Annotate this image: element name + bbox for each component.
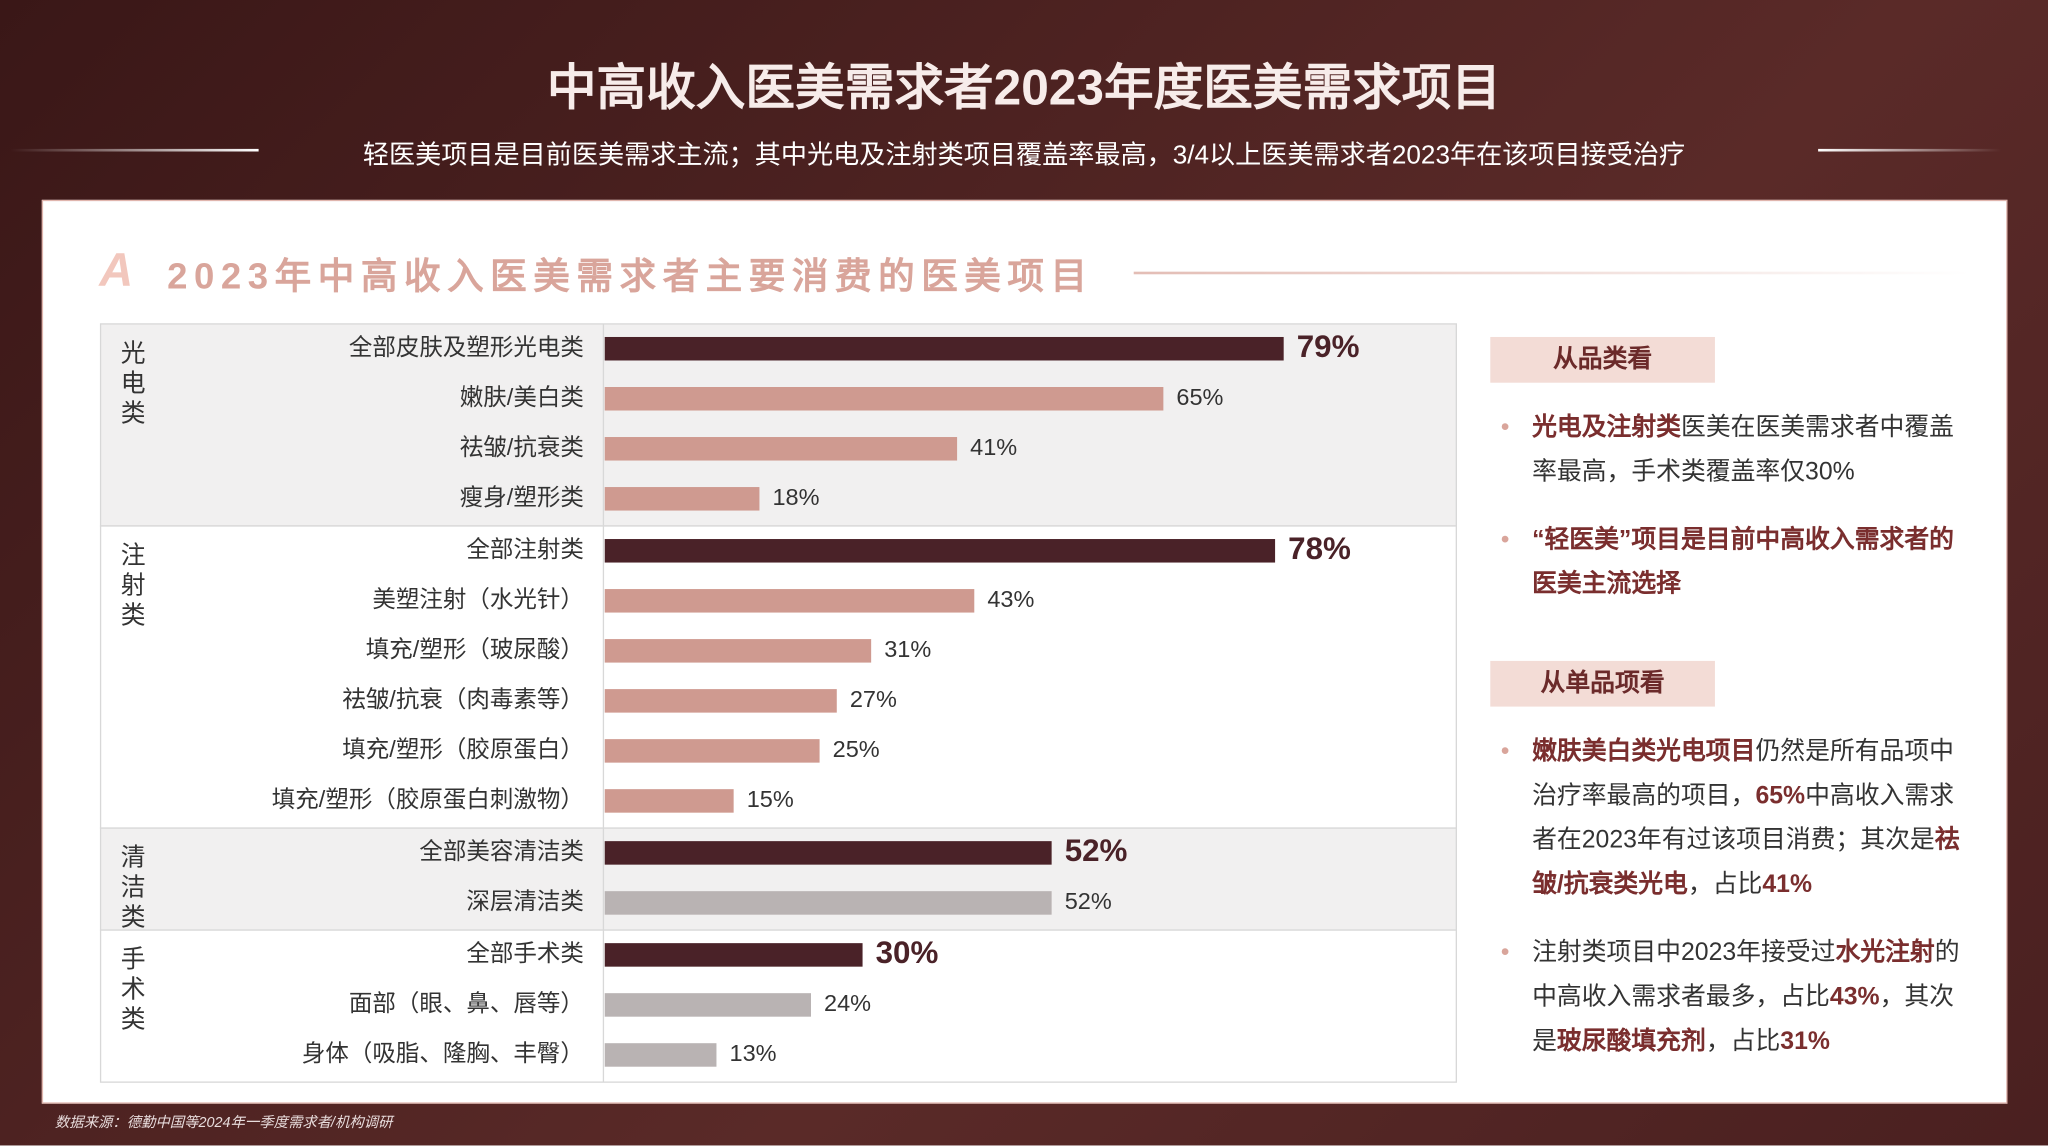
value-label: 41% [970,434,1017,460]
value-label: 78% [1288,531,1351,566]
title: 中高收入医美需求者2023年度医美需求项目 [546,61,1502,117]
bullet-text: 仍然是所有品项中治疗率最高的项目， [1532,737,1954,810]
value-label: 27% [850,686,897,712]
section-icon: A [99,242,134,297]
rule [10,148,259,152]
source: 数据来源：德勤中国等2024年一季度需求者/机构调研 [54,1115,393,1132]
bullet: “轻医美”项目是目前中高收入需求者的医美主流选择 [1501,519,1960,608]
category-label: 美塑注射（水光针） [372,586,583,612]
group-label: 清洁类 [117,844,145,934]
bar [604,1043,717,1067]
bullet-text: 65% [1755,782,1806,810]
value-label: 30% [876,935,939,970]
bullet-text: 43% [1829,983,1880,1011]
subtitle: 轻医美项目是目前医美需求主流；其中光电及注射类项目覆盖率最高，3/4以上医美需求… [362,141,1686,170]
bullet-text: 中高收入需求者在2023年有过该项目消费；其次是 [1532,782,1955,855]
value-label: 15% [747,786,794,812]
bullet-text: 41% [1762,871,1813,899]
note-heading: 从单品项看 [1490,660,1715,707]
category-label: 填充/塑形（玻尿酸） [366,636,584,662]
category-label: 祛皱/抗衰类 [460,434,584,460]
bar [604,437,958,461]
bullet-text: 光电及注射类 [1532,414,1681,442]
bar [604,689,837,713]
category-label: 全部注射类 [466,536,584,562]
section-title: 2023年中高收入医美需求者主要消费的医美项目 [167,255,1094,297]
category-label: 面部（眼、鼻、唇等） [349,990,584,1016]
category-label: 全部美容清洁类 [419,838,584,864]
bullet-text: 的中高收入需求者最多，占比 [1532,939,1960,1011]
group-label: 手术类 [117,946,145,1036]
bullet-text: “轻医美”项目是目前中高收入需求者的医美主流选择 [1532,526,1954,599]
bullet-text: 注射类项目中2023年接受过 [1532,939,1836,967]
category-label: 深层清洁类 [466,888,584,914]
bar [604,589,975,613]
category-label: 填充/塑形（胶原蛋白刺激物） [272,786,584,812]
bullet-text: ，占比 [1705,1027,1781,1056]
category-label: 嫩肤/美白类 [460,384,584,410]
note-block: 从品类看光电及注射类医美在医美需求者中覆盖率最高，手术类覆盖率仅30% “轻医美”… [1490,336,1960,608]
group-label: 光电类 [117,339,145,429]
value-label: 13% [730,1040,777,1066]
note-heading: 从品类看 [1490,336,1715,383]
category-label: 全部皮肤及塑形光电类 [349,334,584,360]
bullet-text: 水光注射 [1835,939,1935,967]
bullet-text: ，其次是 [1532,983,1955,1056]
value-label: 52% [1065,833,1128,868]
bullet: 注射类项目中2023年接受过水光注射的中高收入需求者最多，占比43%，其次是玻尿… [1501,931,1960,1064]
category-label: 填充/塑形（胶原蛋白） [342,736,584,762]
group-label: 注射类 [117,541,145,631]
value-label: 79% [1297,329,1360,364]
bullet-text: 玻尿酸填充剂 [1556,1027,1706,1056]
bar [604,487,760,511]
bullet-text: 医美在医美需求者中覆盖率最高，手术类覆盖率仅30% [1532,414,1954,486]
category-label: 全部手术类 [466,940,584,966]
bar [604,841,1052,865]
category-label: 身体（吸脂、隆胸、丰臀） [302,1040,584,1066]
bullet-text: 31% [1780,1027,1830,1056]
bullet-text: ，占比 [1687,871,1763,899]
bar [604,739,820,763]
bar [604,789,734,813]
bar [604,639,872,663]
rule [1133,271,1970,275]
bar [604,387,1164,411]
bar [604,943,863,967]
bar [604,539,1276,563]
bullet: 光电及注射类医美在医美需求者中覆盖率最高，手术类覆盖率仅30% [1501,406,1960,495]
category-label: 瘦身/塑形类 [460,484,584,510]
bar [604,993,811,1017]
category-label: 祛皱/抗衰（肉毒素等） [342,686,584,712]
value-label: 25% [833,736,880,762]
bullet: 嫩肤美白类光电项目仍然是所有品项中治疗率最高的项目，65%中高收入需求者在202… [1501,730,1960,908]
bar [604,891,1052,915]
bullet-text: 嫩肤美白类光电项目 [1532,737,1756,766]
bar [604,336,1284,361]
note-block: 从单品项看嫩肤美白类光电项目仍然是所有品项中治疗率最高的项目，65%中高收入需求… [1490,660,1960,1065]
group-band [99,525,1457,829]
value-label: 18% [772,484,819,510]
bullet-text: 祛皱/抗衰类光电 [1532,826,1960,899]
value-label: 24% [824,990,871,1016]
value-label: 65% [1176,384,1223,410]
value-label: 52% [1065,888,1112,914]
value-label: 31% [884,636,931,662]
value-label: 43% [987,586,1034,612]
